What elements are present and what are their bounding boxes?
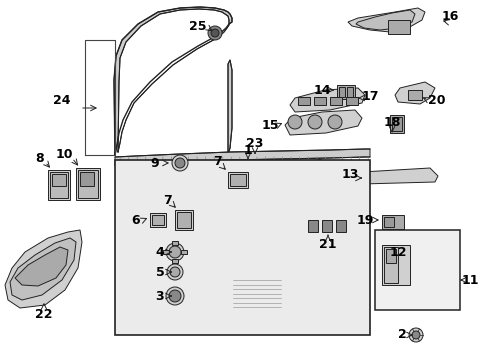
Bar bbox=[313, 97, 325, 105]
Bar bbox=[229, 174, 245, 186]
Bar bbox=[115, 160, 369, 335]
Polygon shape bbox=[299, 214, 357, 238]
Circle shape bbox=[327, 115, 341, 129]
Text: 16: 16 bbox=[440, 9, 458, 23]
Bar bbox=[163, 250, 169, 254]
Text: 15: 15 bbox=[261, 118, 278, 131]
Polygon shape bbox=[148, 152, 351, 232]
Bar bbox=[80, 172, 94, 186]
Bar bbox=[381, 215, 403, 229]
Bar bbox=[335, 220, 346, 232]
Text: 4: 4 bbox=[155, 246, 164, 258]
Bar bbox=[172, 259, 178, 263]
Text: 6: 6 bbox=[131, 213, 140, 226]
Text: 12: 12 bbox=[388, 246, 406, 258]
Bar bbox=[383, 247, 397, 283]
Bar bbox=[50, 172, 68, 198]
Circle shape bbox=[307, 115, 321, 129]
Bar bbox=[391, 117, 401, 131]
Bar bbox=[346, 87, 352, 97]
Polygon shape bbox=[357, 168, 437, 184]
Circle shape bbox=[170, 267, 180, 277]
Text: 22: 22 bbox=[35, 309, 53, 321]
Text: 14: 14 bbox=[313, 84, 330, 96]
Bar bbox=[181, 250, 186, 254]
Text: 7: 7 bbox=[163, 194, 172, 207]
Bar bbox=[321, 220, 331, 232]
Polygon shape bbox=[355, 10, 414, 30]
Bar bbox=[407, 90, 421, 100]
Polygon shape bbox=[115, 149, 369, 165]
Text: 17: 17 bbox=[361, 90, 378, 103]
Polygon shape bbox=[231, 275, 282, 310]
Bar bbox=[48, 170, 70, 200]
Circle shape bbox=[165, 287, 183, 305]
Polygon shape bbox=[10, 238, 76, 300]
Polygon shape bbox=[347, 8, 424, 32]
Bar bbox=[152, 215, 163, 225]
Bar bbox=[78, 170, 98, 198]
Polygon shape bbox=[160, 225, 339, 328]
Circle shape bbox=[172, 155, 187, 171]
Polygon shape bbox=[289, 88, 364, 112]
Circle shape bbox=[175, 158, 184, 168]
Bar bbox=[150, 213, 165, 227]
Bar bbox=[383, 217, 393, 227]
Bar bbox=[177, 212, 191, 228]
Circle shape bbox=[210, 29, 219, 37]
Bar bbox=[387, 20, 409, 34]
Bar bbox=[389, 115, 403, 133]
Text: 7: 7 bbox=[213, 154, 222, 167]
Polygon shape bbox=[227, 60, 231, 155]
Bar bbox=[338, 87, 345, 97]
Circle shape bbox=[169, 290, 181, 302]
Bar bbox=[381, 245, 409, 285]
Polygon shape bbox=[215, 240, 299, 276]
Text: 9: 9 bbox=[150, 157, 159, 170]
Bar bbox=[76, 168, 100, 200]
Circle shape bbox=[167, 264, 183, 280]
Polygon shape bbox=[114, 7, 231, 155]
Text: 19: 19 bbox=[356, 213, 373, 226]
Bar bbox=[307, 220, 317, 232]
Polygon shape bbox=[160, 206, 339, 244]
Bar bbox=[172, 241, 178, 245]
Text: 5: 5 bbox=[155, 266, 164, 279]
Bar bbox=[52, 174, 66, 186]
Polygon shape bbox=[285, 110, 361, 135]
Circle shape bbox=[408, 328, 422, 342]
Bar bbox=[346, 97, 357, 105]
Polygon shape bbox=[394, 82, 434, 104]
Text: 20: 20 bbox=[427, 94, 445, 107]
Circle shape bbox=[165, 243, 183, 261]
Text: 13: 13 bbox=[341, 167, 358, 180]
Bar bbox=[374, 230, 459, 310]
Circle shape bbox=[287, 115, 302, 129]
Text: 25: 25 bbox=[189, 19, 206, 32]
Text: 11: 11 bbox=[460, 274, 478, 287]
Circle shape bbox=[169, 246, 181, 258]
Bar bbox=[227, 172, 247, 188]
Text: 8: 8 bbox=[36, 152, 44, 165]
Bar bbox=[385, 249, 395, 263]
Text: 2: 2 bbox=[397, 328, 406, 342]
Text: 18: 18 bbox=[383, 116, 400, 129]
Bar bbox=[175, 210, 193, 230]
Polygon shape bbox=[118, 9, 228, 152]
Polygon shape bbox=[15, 247, 68, 286]
Text: 24: 24 bbox=[53, 94, 71, 107]
Circle shape bbox=[411, 331, 419, 339]
Bar bbox=[329, 97, 341, 105]
Text: 21: 21 bbox=[319, 239, 336, 252]
Text: 3: 3 bbox=[155, 289, 164, 302]
Polygon shape bbox=[5, 230, 82, 308]
Polygon shape bbox=[173, 210, 215, 230]
Bar bbox=[297, 97, 309, 105]
Text: 10: 10 bbox=[55, 148, 73, 161]
Bar bbox=[336, 85, 354, 99]
Text: 23: 23 bbox=[246, 136, 263, 149]
Circle shape bbox=[207, 26, 222, 40]
Text: 1: 1 bbox=[243, 144, 252, 157]
